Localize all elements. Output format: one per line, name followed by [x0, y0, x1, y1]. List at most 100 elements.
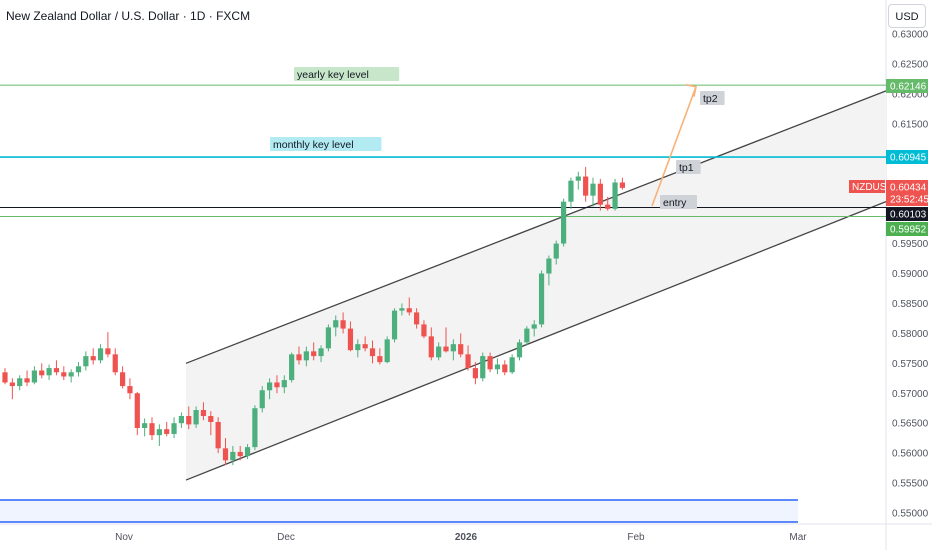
candle-body	[289, 354, 295, 381]
candle-body	[9, 382, 15, 387]
price-tick-label: 0.58000	[892, 329, 929, 340]
candle-body	[399, 308, 405, 311]
candle-body	[164, 429, 170, 434]
parallel-channel[interactable]	[185, 90, 887, 481]
candle-body	[443, 346, 449, 352]
annotation-text: tp1	[679, 162, 694, 174]
candle-body	[252, 408, 258, 448]
annotation-background	[700, 91, 725, 105]
candle-body	[472, 368, 478, 379]
candle-body	[296, 354, 302, 361]
candle-body	[487, 356, 493, 370]
candle-body	[193, 410, 199, 425]
candle-body	[90, 356, 96, 361]
chart-title: New Zealand Dollar / U.S. Dollar · 1D · …	[6, 9, 251, 23]
currency-button[interactable]: USD	[888, 4, 926, 28]
candle-body	[156, 429, 162, 436]
price-badge-0.62146[interactable]: 0.62146	[886, 79, 928, 93]
time-label-Nov: Nov	[115, 532, 133, 543]
candle-body	[142, 423, 148, 428]
price-badge-background	[886, 207, 928, 221]
countdown-text: 23:52:45	[890, 195, 929, 206]
candle-body	[612, 182, 618, 209]
projection-line[interactable]	[651, 86, 697, 207]
candles-layer	[2, 166, 625, 466]
horizontal-lines[interactable]	[0, 84, 886, 217]
projection-arrowhead	[685, 83, 697, 97]
price-tick-label: 0.61500	[892, 119, 929, 130]
candle-body	[68, 372, 74, 377]
price-badge-text: 0.60945	[890, 153, 927, 164]
candle-body	[208, 416, 214, 422]
candle-body	[480, 356, 486, 379]
candle-body	[178, 416, 184, 424]
annotation-tp1[interactable]: tp1	[676, 160, 701, 174]
price-badge-0.59952[interactable]: 0.59952	[886, 222, 928, 236]
time-label-Feb: Feb	[627, 532, 645, 543]
candle-body	[2, 372, 8, 383]
candle-body	[524, 328, 530, 343]
price-tag-background	[886, 180, 928, 206]
candle-body	[406, 308, 412, 313]
annotation-background	[660, 195, 697, 209]
candle-body	[215, 421, 221, 449]
candle-body	[561, 201, 567, 244]
annotation-labels[interactable]: yearly key level monthly key level tp2 tp1 e…	[270, 67, 725, 209]
channel-fill	[186, 90, 886, 481]
candle-body	[568, 180, 574, 202]
annotation-background	[676, 160, 701, 174]
annotation-entry[interactable]: entry	[660, 195, 697, 209]
annotation-text: entry	[663, 197, 687, 209]
candle-body	[384, 339, 390, 363]
candle-body	[267, 382, 273, 391]
candle-body	[274, 382, 280, 388]
candle-body	[494, 364, 501, 370]
candle-body	[75, 366, 82, 373]
candle-body	[325, 327, 331, 349]
price-badge-text: 0.62146	[890, 82, 927, 93]
candle-body	[230, 451, 236, 461]
candle-body	[516, 342, 523, 358]
price-badge-text: 0.59952	[890, 225, 927, 236]
channel-upper-line[interactable]	[185, 90, 887, 364]
price-tick-label: 0.55500	[892, 479, 929, 490]
price-tick-label: 0.62500	[892, 59, 929, 70]
price-tick-label: 0.59000	[892, 269, 929, 280]
candle-body	[46, 368, 52, 376]
price-badge-0.60103[interactable]: 0.60103	[886, 207, 928, 221]
annotation-tp2[interactable]: tp2	[700, 91, 725, 105]
candle-body	[391, 310, 398, 340]
candle-body	[61, 372, 67, 377]
price-badge-background	[886, 150, 928, 164]
annotation-text: yearly key level	[297, 69, 369, 81]
projection-arrow[interactable]	[651, 83, 697, 207]
candle-body	[362, 344, 368, 349]
price-tick-label: 0.56500	[892, 419, 929, 430]
support-zone-fill	[0, 500, 798, 522]
candle-body	[112, 354, 118, 373]
candle-body	[333, 320, 339, 328]
symbol-tag-background	[849, 180, 885, 193]
annotation-yearly-key-level[interactable]: yearly key level	[294, 67, 400, 81]
candle-body	[546, 258, 552, 274]
price-badge-0.60945[interactable]: 0.60945	[886, 150, 928, 164]
candle-body	[421, 324, 427, 337]
time-label-Dec: Dec	[277, 532, 295, 543]
time-axis[interactable]: Nov Dec 2026 Feb Mar	[115, 532, 807, 543]
price-tick-label: 0.59500	[892, 239, 929, 250]
price-axis[interactable]: 0.630000.625000.620000.615000.610000.605…	[849, 30, 929, 520]
candle-body	[355, 344, 361, 351]
candle-body	[619, 182, 625, 188]
annotation-text: tp2	[703, 93, 718, 105]
channel-lower-line[interactable]	[185, 201, 887, 481]
candle-body	[303, 351, 309, 361]
candle-body	[120, 372, 126, 387]
price-badge-background	[886, 79, 928, 93]
annotation-monthly-key-level[interactable]: monthly key level	[270, 137, 382, 151]
candle-body	[450, 344, 456, 352]
candle-body	[24, 378, 30, 383]
symbol-tag: NZDUSD	[852, 182, 894, 193]
